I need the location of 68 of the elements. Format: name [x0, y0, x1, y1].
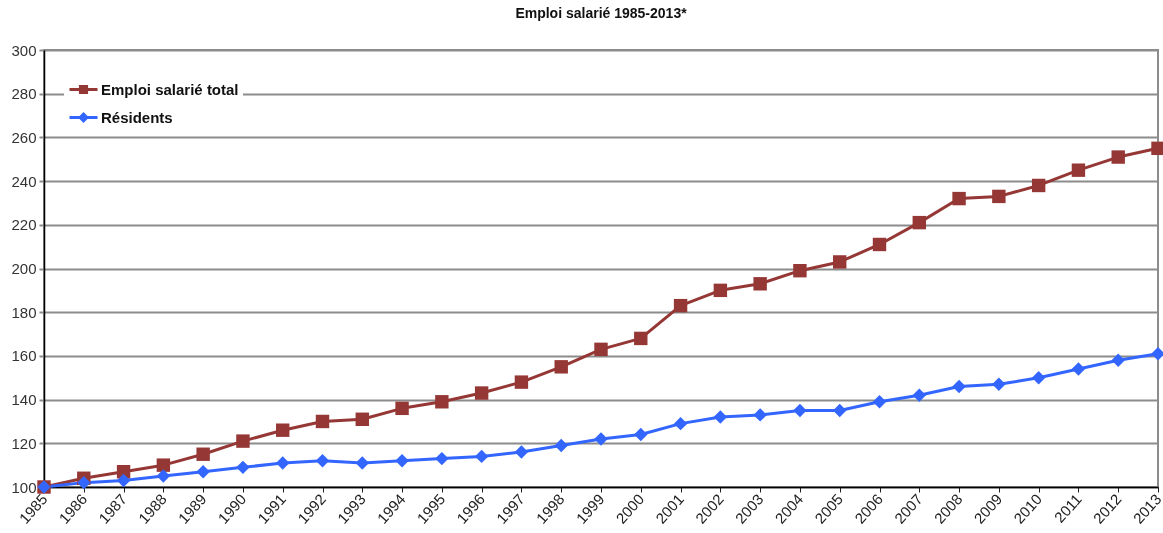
point	[236, 460, 250, 475]
point	[315, 414, 330, 429]
point	[793, 263, 807, 278]
point	[276, 423, 290, 437]
point	[594, 342, 608, 357]
point	[474, 386, 489, 400]
point	[514, 375, 529, 389]
point	[952, 379, 966, 394]
point	[872, 395, 887, 409]
point	[713, 283, 728, 298]
point	[435, 395, 449, 409]
point	[1111, 150, 1125, 164]
point	[1151, 347, 1163, 361]
y-tick-label: 220	[11, 216, 37, 234]
point	[992, 377, 1006, 392]
y-tick-label: 260	[11, 128, 37, 146]
y-tick-label: 120	[11, 434, 37, 452]
point	[156, 458, 171, 472]
point	[793, 403, 807, 418]
y-tick-label: 160	[11, 347, 37, 365]
point	[673, 298, 688, 313]
point	[673, 416, 688, 431]
y-tick-label: 240	[11, 172, 37, 190]
point	[1071, 163, 1086, 177]
point	[952, 191, 966, 206]
point	[992, 189, 1006, 204]
point	[634, 331, 648, 346]
y-tick-label: 200	[11, 260, 37, 277]
point	[196, 465, 210, 479]
y-tick-label: 100	[11, 478, 37, 496]
point	[514, 445, 529, 459]
point	[355, 456, 369, 470]
y-tick-label: 180	[11, 303, 37, 321]
point	[315, 454, 330, 468]
point	[395, 454, 409, 468]
legend-label: Emploi salarié total	[101, 80, 239, 98]
point	[236, 434, 250, 448]
point	[395, 401, 409, 416]
point	[435, 451, 449, 466]
point	[156, 469, 171, 483]
point	[1151, 141, 1163, 156]
point	[872, 237, 887, 252]
point	[1031, 178, 1046, 193]
point	[116, 473, 131, 488]
point	[196, 447, 210, 461]
point	[912, 215, 926, 230]
point	[474, 449, 489, 464]
point	[77, 475, 91, 490]
point	[753, 408, 767, 422]
point	[554, 360, 568, 374]
point	[713, 410, 728, 424]
point	[554, 438, 568, 453]
point	[912, 388, 926, 402]
y-tick-label: 300	[11, 41, 37, 59]
point	[634, 427, 648, 442]
point	[1031, 371, 1046, 385]
point	[594, 432, 608, 446]
legend-label: Résidents	[101, 108, 173, 126]
point	[1111, 353, 1125, 367]
chart-title: Emploi salarié 1985-2013*	[515, 5, 688, 21]
point	[753, 277, 767, 291]
point	[1071, 362, 1086, 376]
point	[355, 412, 369, 426]
y-tick-label: 280	[11, 85, 37, 103]
point	[833, 255, 847, 269]
y-tick-label: 140	[11, 391, 37, 409]
point	[833, 403, 847, 418]
point	[276, 456, 290, 470]
